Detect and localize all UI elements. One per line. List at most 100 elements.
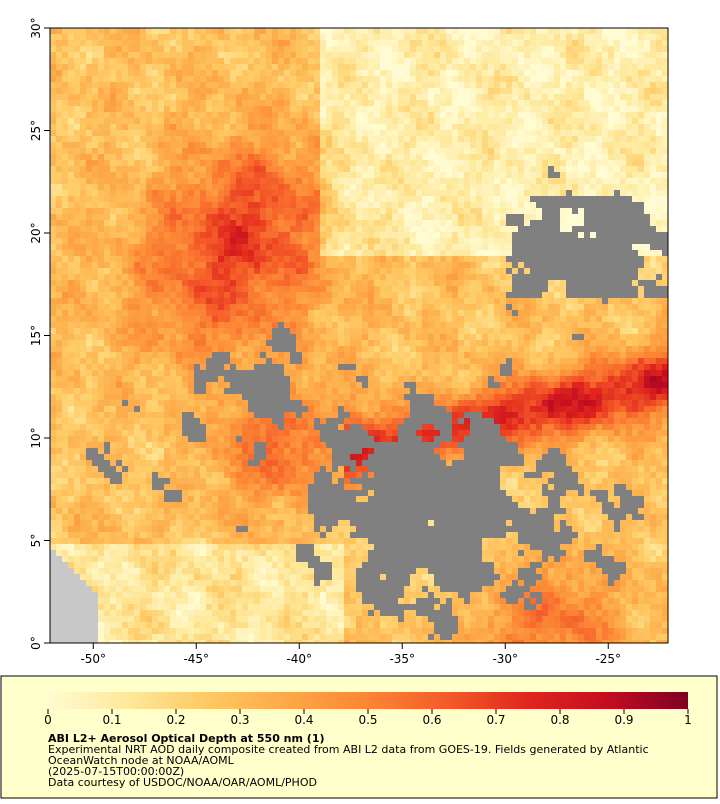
aod-cell	[470, 76, 476, 82]
aod-cell	[620, 262, 626, 268]
aod-cell	[410, 244, 416, 250]
aod-cell	[302, 64, 308, 70]
aod-cell	[614, 124, 620, 130]
aod-cell	[542, 94, 548, 100]
aod-cell	[188, 160, 194, 166]
aod-cell	[134, 34, 140, 40]
aod-cell	[554, 274, 560, 280]
aod-cell	[224, 178, 230, 184]
aod-cell	[500, 208, 506, 214]
aod-cell	[500, 106, 506, 112]
aod-cell	[512, 130, 518, 136]
aod-cell	[296, 148, 302, 154]
aod-cell	[542, 118, 548, 124]
aod-cell	[356, 40, 362, 46]
aod-cell	[356, 118, 362, 124]
aod-cell	[584, 40, 590, 46]
aod-cell	[224, 154, 230, 160]
aod-cell	[200, 214, 206, 220]
aod-cell	[488, 130, 494, 136]
aod-cell	[98, 34, 104, 40]
aod-cell	[266, 268, 272, 274]
aod-cell	[374, 118, 380, 124]
aod-cell	[254, 52, 260, 58]
aod-cell	[368, 274, 374, 280]
aod-cell	[56, 232, 62, 238]
aod-cell	[380, 262, 386, 268]
aod-cell	[164, 196, 170, 202]
aod-cell	[644, 70, 650, 76]
aod-cell	[74, 172, 80, 178]
aod-cell	[512, 310, 518, 316]
aod-cell	[332, 208, 338, 214]
aod-cell	[560, 202, 566, 208]
aod-cell	[110, 208, 116, 214]
aod-cell	[200, 208, 206, 214]
aod-cell	[98, 70, 104, 76]
aod-cell	[338, 40, 344, 46]
aod-cell	[236, 232, 242, 238]
aod-cell	[284, 142, 290, 148]
aod-cell	[572, 154, 578, 160]
aod-cell	[482, 172, 488, 178]
aod-cell	[368, 46, 374, 52]
aod-cell	[260, 220, 266, 226]
aod-cell	[158, 178, 164, 184]
aod-cell	[392, 58, 398, 64]
aod-cell	[194, 28, 200, 34]
aod-cell	[254, 76, 260, 82]
aod-cell	[206, 316, 212, 322]
aod-cell	[248, 256, 254, 262]
aod-cell	[380, 196, 386, 202]
aod-cell	[230, 292, 236, 298]
aod-cell	[248, 208, 254, 214]
aod-cell	[302, 208, 308, 214]
aod-cell	[296, 232, 302, 238]
aod-cell	[500, 280, 506, 286]
aod-cell	[98, 190, 104, 196]
aod-cell	[644, 58, 650, 64]
aod-cell	[392, 268, 398, 274]
aod-cell	[206, 82, 212, 88]
aod-cell	[632, 292, 638, 298]
aod-cell	[530, 94, 536, 100]
aod-cell	[158, 184, 164, 190]
aod-cell	[470, 88, 476, 94]
aod-cell	[146, 106, 152, 112]
aod-cell	[560, 118, 566, 124]
aod-cell	[578, 202, 584, 208]
aod-cell	[242, 238, 248, 244]
aod-cell	[596, 262, 602, 268]
aod-cell	[584, 52, 590, 58]
aod-cell	[122, 124, 128, 130]
aod-cell	[638, 196, 644, 202]
aod-cell	[86, 166, 92, 172]
aod-cell	[470, 304, 476, 310]
aod-cell	[68, 310, 74, 316]
aod-cell	[290, 148, 296, 154]
aod-cell	[170, 238, 176, 244]
aod-cell	[506, 172, 512, 178]
aod-cell	[626, 148, 632, 154]
aod-cell	[560, 136, 566, 142]
aod-cell	[332, 58, 338, 64]
aod-cell	[602, 268, 608, 274]
aod-cell	[572, 292, 578, 298]
aod-cell	[530, 202, 536, 208]
aod-cell	[614, 268, 620, 274]
aod-cell	[92, 160, 98, 166]
aod-cell	[446, 286, 452, 292]
aod-cell	[554, 298, 560, 304]
aod-cell	[62, 274, 68, 280]
aod-cell	[434, 154, 440, 160]
aod-cell	[380, 100, 386, 106]
aod-cell	[176, 118, 182, 124]
aod-cell	[338, 52, 344, 58]
aod-cell	[434, 268, 440, 274]
aod-cell	[638, 88, 644, 94]
aod-cell	[446, 52, 452, 58]
aod-cell	[134, 298, 140, 304]
aod-cell	[224, 244, 230, 250]
aod-cell	[92, 244, 98, 250]
aod-cell	[344, 58, 350, 64]
